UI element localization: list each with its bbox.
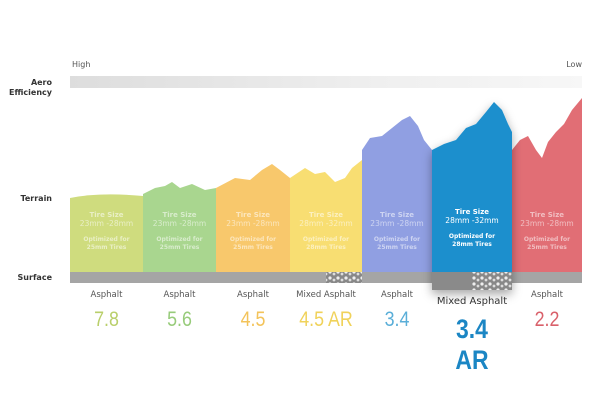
tire-size-title: Tire Size <box>529 211 565 219</box>
score-1: 7.8 <box>94 308 119 331</box>
tire-size-range: 23mm -28mm <box>520 219 574 228</box>
tire-size-range: 23mm -28mm <box>226 219 280 228</box>
scale-low: Low <box>566 60 582 69</box>
tire-info-7: Tire Size 23mm -28mm Optimized for 25mm T… <box>512 211 582 252</box>
optimized-size: 25mm Tires <box>527 244 567 251</box>
score-5: 3.4 <box>384 308 410 331</box>
aero-gradient-bar <box>70 76 582 88</box>
tire-size-title: Tire Size <box>235 211 271 219</box>
tire-size-title: Tire Size <box>89 211 124 219</box>
optimized-label: Optimized for <box>302 236 350 243</box>
optimized-label: Optimized for <box>448 233 496 240</box>
terrain-mixed-1 <box>290 160 362 272</box>
score-6: 3.4 AR <box>455 314 489 375</box>
optimized-size: 25mm Tires <box>159 244 200 251</box>
optimized-label: Optimized for <box>523 236 571 243</box>
optimized-label: Optimized for <box>373 236 421 243</box>
surface-label-4: Mixed Asphalt <box>296 290 356 300</box>
surface-label-1: Asphalt <box>90 290 123 300</box>
terrain-asphalt-5 <box>512 98 582 272</box>
tire-size-range: 28mm -32mm <box>445 216 499 225</box>
tire-size-range: 28mm -32mm <box>299 219 353 228</box>
score-7: 2.2 <box>534 308 560 331</box>
score-2: 5.6 <box>167 308 192 331</box>
surface-label-5: Asphalt <box>381 290 413 300</box>
tire-size-title: Tire Size <box>454 208 490 216</box>
optimized-size: 28mm Tires <box>306 244 346 251</box>
tire-size-title: Tire Size <box>162 211 197 219</box>
tire-info-1: Tire Size 23mm -28mm Optimized for 25mm T… <box>70 211 143 252</box>
terrain-asphalt-3 <box>216 164 290 272</box>
tire-size-title: Tire Size <box>308 211 344 219</box>
row-label-surface: Surface <box>17 273 52 282</box>
tire-size-range: 23mm -28mm <box>152 219 207 228</box>
terrain-asphalt-2 <box>143 182 216 272</box>
surface-label-3: Asphalt <box>237 290 269 300</box>
highlighted-column <box>432 102 512 290</box>
optimized-size: 25mm Tires <box>233 244 273 251</box>
mixed-surface-texture <box>326 272 362 283</box>
tire-info-5: Tire Size 23mm -28mm Optimized for 25mm T… <box>362 211 432 252</box>
tire-size-range: 23mm -28mm <box>370 219 424 228</box>
surface-label-2: Asphalt <box>163 290 196 300</box>
optimized-size: 28mm Tires <box>452 241 492 248</box>
optimized-label: Optimized for <box>83 236 130 243</box>
tire-size-title: Tire Size <box>379 211 415 219</box>
scale-high: High <box>72 60 91 69</box>
row-label-terrain: Terrain <box>20 194 52 203</box>
tire-info-6: Tire Size 28mm -32mm Optimized for 28mm T… <box>432 208 512 249</box>
score-4: 4.5 AR <box>299 308 353 331</box>
row-label-aero: Aero Efficiency <box>9 78 52 97</box>
tire-info-3: Tire Size 23mm -28mm Optimized for 25mm T… <box>216 211 290 252</box>
tire-info-4: Tire Size 28mm -32mm Optimized for 28mm T… <box>290 211 362 252</box>
terrain-asphalt-4 <box>362 116 432 272</box>
tire-size-range: 23mm -28mm <box>79 219 134 228</box>
surface-label-7: Asphalt <box>531 290 563 300</box>
optimized-size: 25mm Tires <box>86 244 127 251</box>
tire-info-2: Tire Size 23mm -28mm Optimized for 25mm T… <box>143 211 216 252</box>
optimized-label: Optimized for <box>229 236 277 243</box>
surface-bar <box>70 272 432 283</box>
terrain-asphalt-1 <box>70 194 143 272</box>
surface-label-6: Mixed Asphalt <box>436 296 508 307</box>
optimized-label: Optimized for <box>156 236 203 243</box>
optimized-size: 25mm Tires <box>377 244 417 251</box>
score-3: 4.5 <box>240 308 266 331</box>
